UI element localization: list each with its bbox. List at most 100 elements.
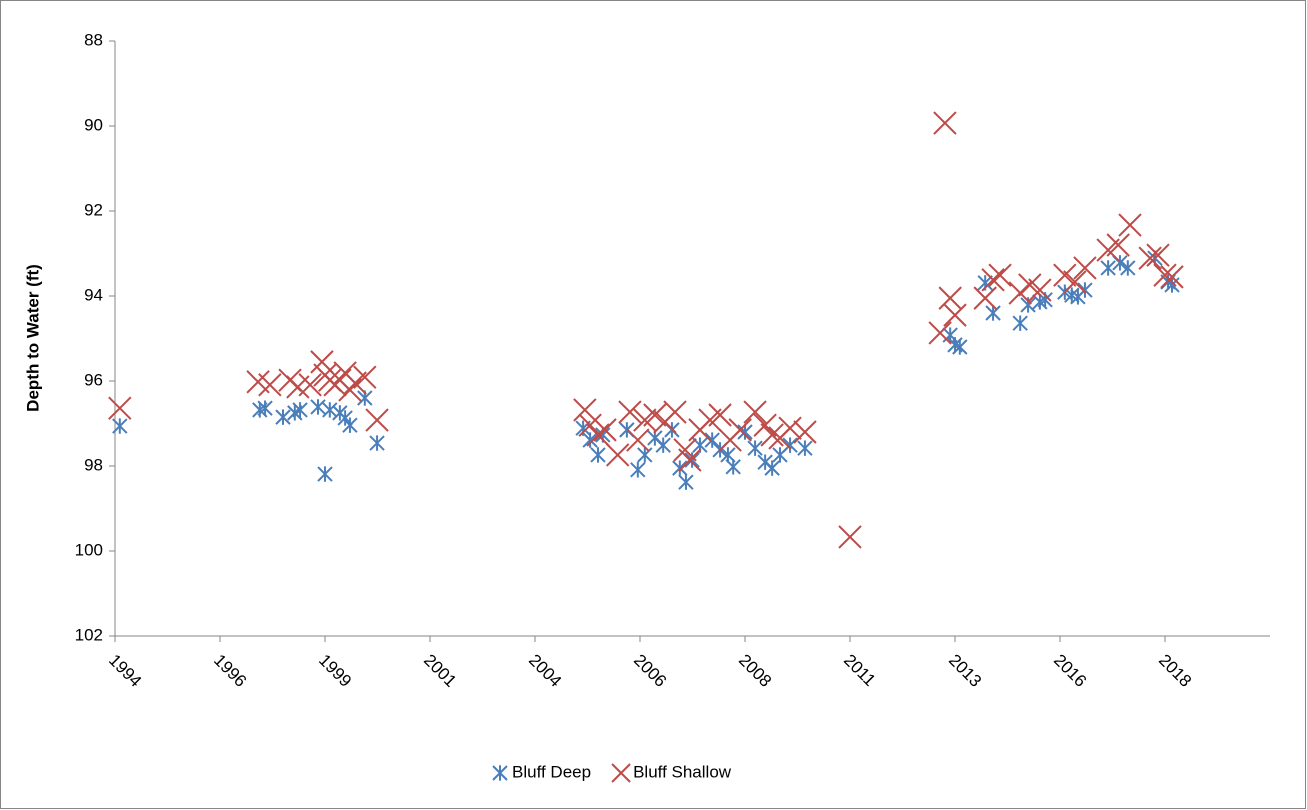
- data-point: [1106, 233, 1130, 257]
- marker-stroke: [928, 321, 952, 345]
- marker-stroke: [618, 400, 642, 424]
- data-point: [782, 437, 798, 453]
- marker-stroke: [1138, 246, 1162, 270]
- data-point: [586, 423, 610, 447]
- y-tick-label: 90: [84, 115, 103, 134]
- data-point: [704, 432, 720, 448]
- data-point: [1160, 265, 1184, 289]
- data-point: [725, 459, 741, 475]
- y-axis-label: Depth to Water (ft): [23, 264, 42, 412]
- marker-stroke: [743, 400, 767, 424]
- marker-stroke: [626, 428, 650, 452]
- data-point: [1138, 246, 1162, 270]
- marker-stroke: [605, 443, 630, 467]
- data-point: [933, 111, 957, 135]
- data-point: [317, 466, 333, 482]
- data-point: [338, 378, 362, 402]
- data-point: [663, 400, 687, 424]
- data-point: [743, 400, 767, 424]
- data-point: [605, 443, 630, 467]
- marker-stroke: [981, 268, 1005, 292]
- data-point: [793, 420, 817, 444]
- marker-stroke: [310, 350, 334, 374]
- data-point: [1028, 278, 1052, 302]
- data-point: [593, 418, 617, 442]
- data-point: [630, 462, 646, 478]
- data-point: [678, 474, 694, 490]
- marker-stroke: [760, 423, 784, 447]
- data-point: [672, 460, 688, 476]
- data-point: [1118, 213, 1142, 237]
- marker-stroke: [246, 370, 270, 394]
- y-tick-label: 96: [84, 370, 103, 389]
- marker-stroke: [933, 111, 957, 135]
- data-point: [737, 424, 753, 440]
- data-point: [728, 418, 752, 442]
- marker-stroke: [611, 763, 631, 783]
- data-point: [365, 408, 389, 432]
- legend-marker: [611, 763, 631, 783]
- data-point: [747, 440, 763, 456]
- marker-stroke: [258, 373, 282, 397]
- data-point: [797, 440, 813, 456]
- y-tick-label: 92: [84, 200, 103, 219]
- data-point: [928, 321, 952, 345]
- data-point: [1077, 282, 1093, 298]
- data-point: [582, 432, 598, 448]
- legend-label: Bluff Deep: [512, 762, 591, 781]
- marker-stroke: [353, 365, 377, 389]
- y-tick-label: 94: [84, 285, 103, 304]
- data-point: [985, 305, 1001, 321]
- marker-stroke: [673, 438, 697, 462]
- marker-stroke: [938, 286, 962, 310]
- marker-stroke: [1146, 243, 1170, 267]
- marker-stroke: [586, 423, 610, 447]
- marker-stroke: [1160, 265, 1184, 289]
- data-point: [760, 423, 784, 447]
- data-point: [952, 339, 968, 355]
- marker-stroke: [1053, 263, 1077, 287]
- data-point: [322, 402, 338, 418]
- data-point: [764, 460, 780, 476]
- y-tick-label: 88: [84, 30, 103, 49]
- data-point: [257, 400, 273, 416]
- data-point: [753, 413, 777, 437]
- data-point: [988, 263, 1012, 287]
- y-tick-label: 100: [75, 540, 103, 559]
- marker-stroke: [1008, 281, 1032, 305]
- data-point: [943, 303, 967, 327]
- marker-stroke: [1118, 213, 1142, 237]
- data-point: [1073, 256, 1097, 280]
- data-point: [684, 452, 700, 468]
- data-point: [108, 396, 132, 420]
- data-point: [626, 428, 650, 452]
- data-point: [981, 268, 1005, 292]
- data-point: [310, 399, 326, 415]
- marker-stroke: [1028, 278, 1052, 302]
- legend-label: Bluff Shallow: [633, 762, 732, 781]
- data-point: [618, 400, 642, 424]
- data-point: [637, 447, 653, 463]
- marker-stroke: [778, 416, 802, 440]
- marker-stroke: [593, 418, 617, 442]
- marker-stroke: [573, 398, 597, 422]
- data-point: [655, 437, 671, 453]
- data-point: [643, 403, 667, 427]
- data-point: [292, 402, 308, 418]
- data-point: [1120, 260, 1136, 276]
- data-point: [353, 365, 377, 389]
- data-point: [778, 416, 802, 440]
- data-point: [258, 373, 282, 397]
- data-point: [1012, 315, 1028, 331]
- data-point: [369, 435, 385, 451]
- data-point: [678, 448, 702, 472]
- marker-stroke: [298, 373, 322, 397]
- marker-stroke: [973, 286, 997, 310]
- marker-stroke: [753, 413, 777, 437]
- marker-stroke: [708, 403, 732, 427]
- data-point: [1063, 270, 1087, 294]
- marker-stroke: [1153, 263, 1177, 287]
- marker-stroke: [338, 378, 362, 402]
- data-point: [838, 525, 862, 549]
